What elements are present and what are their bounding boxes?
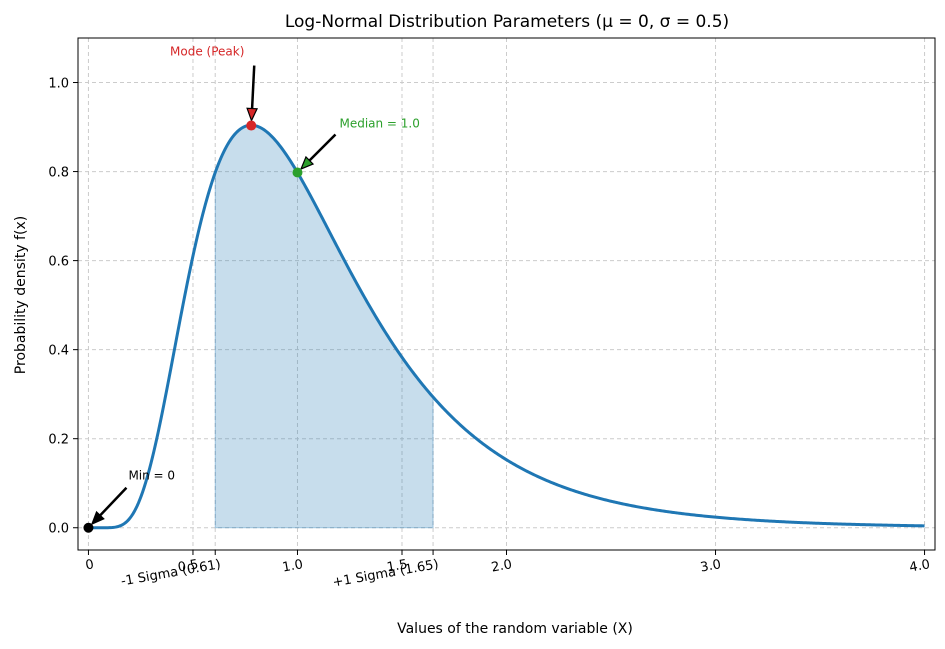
x-tick-label: 3.0 xyxy=(699,557,722,575)
y-axis-ticks: 0.0 0.2 0.4 0.6 0.8 1.0 xyxy=(48,77,78,537)
median-arrow-head xyxy=(299,155,315,171)
y-tick-label: 0.8 xyxy=(48,166,69,181)
min-arrow-head xyxy=(90,510,105,526)
mode-label: Mode (Peak) xyxy=(170,45,244,59)
annotations: Min = 0 Mode (Peak) Median = 1.0 xyxy=(90,45,420,526)
x-tick-label: 1.5 xyxy=(386,557,409,575)
mode-point xyxy=(246,120,257,131)
y-axis-label: Probability density f(x) xyxy=(13,216,29,374)
x-tick-label: 4.0 xyxy=(908,557,931,575)
mode-arrow-head xyxy=(246,107,259,123)
min-arrow xyxy=(99,486,128,517)
x-axis-ticks: 0 0.5-1 Sigma (0.61) 1.0 1.5+1 Sigma (1.65)… xyxy=(84,550,931,591)
median-label: Median = 1.0 xyxy=(339,117,419,131)
marked-points xyxy=(83,120,303,533)
median-arrow xyxy=(308,133,337,162)
sigma-shaded-region xyxy=(214,124,434,529)
median-point xyxy=(292,167,303,178)
grid-lines xyxy=(78,38,935,550)
x-tick-label: 0 xyxy=(84,557,95,573)
chart-title: Log-Normal Distribution Parameters (μ = … xyxy=(285,12,729,32)
x-axis-label: Values of the random variable (X) xyxy=(397,621,633,637)
y-tick-label: 0.2 xyxy=(48,433,69,448)
y-tick-label: 1.0 xyxy=(48,77,69,92)
x-tick-label: 0.5 xyxy=(177,557,200,575)
x-tick-label: -1 Sigma (0.61) xyxy=(120,557,222,589)
y-tick-label: 0.0 xyxy=(48,522,69,537)
pdf-curve-line xyxy=(88,123,925,530)
min-label: Min = 0 xyxy=(128,469,175,483)
x-tick-label: 2.0 xyxy=(490,557,513,575)
y-tick-label: 0.4 xyxy=(48,344,69,359)
mode-arrow xyxy=(250,65,256,109)
y-tick-label: 0.6 xyxy=(48,255,69,270)
min-point xyxy=(83,522,94,533)
x-tick-label: 1.0 xyxy=(281,557,304,575)
